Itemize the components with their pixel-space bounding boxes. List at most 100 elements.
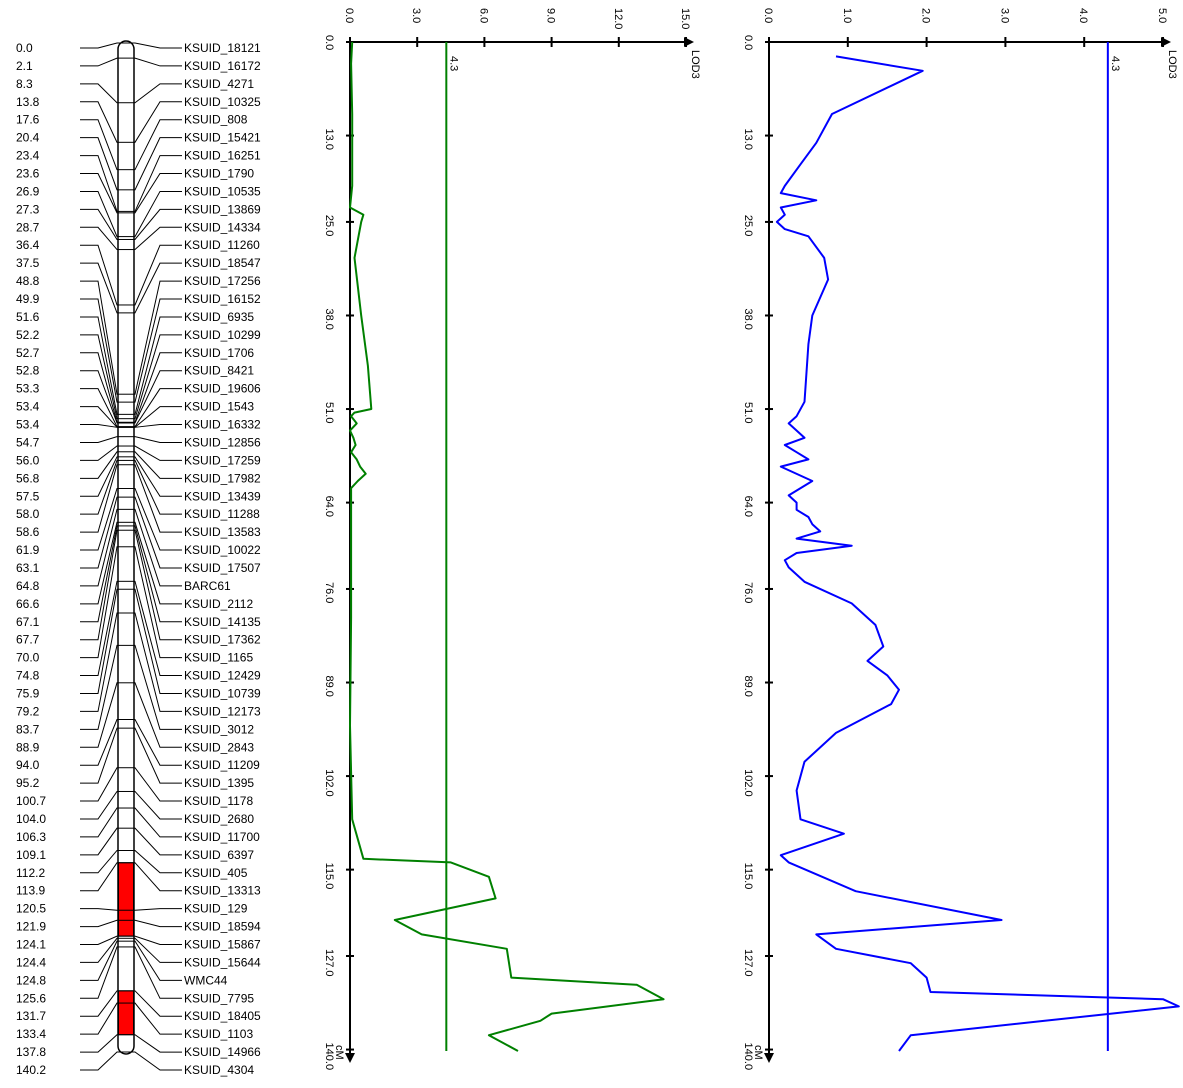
marker-position: 0.0 xyxy=(16,41,33,55)
position-connector xyxy=(80,456,118,497)
marker-connector xyxy=(134,937,182,963)
marker-position: 67.1 xyxy=(16,615,40,629)
cm-tick-label: 25.0 xyxy=(323,215,335,236)
marker-position: 74.8 xyxy=(16,669,40,683)
marker-position: 121.9 xyxy=(16,920,46,934)
marker-connector xyxy=(134,908,182,911)
marker-connector xyxy=(134,525,182,623)
position-connector xyxy=(80,990,118,1017)
position-connector xyxy=(80,464,118,533)
cm-tick-label: 76.0 xyxy=(742,582,754,603)
marker-name: KSUID_6397 xyxy=(184,848,254,862)
marker-name: KSUID_13313 xyxy=(184,884,261,898)
cm-axis-arrow xyxy=(345,1053,355,1063)
position-connector xyxy=(80,1051,118,1071)
lod-tick-label: 15.0 xyxy=(679,8,691,29)
marker-position: 2.1 xyxy=(16,59,33,73)
marker-connector xyxy=(134,208,182,240)
marker-name: KSUID_12173 xyxy=(184,704,261,718)
marker-position: 23.6 xyxy=(16,167,40,181)
lod-profile-line xyxy=(775,55,1180,1052)
cm-tick-label: 115.0 xyxy=(323,863,335,890)
marker-position: 66.6 xyxy=(16,597,40,611)
marker-connector xyxy=(134,445,182,461)
marker-name: KSUID_15421 xyxy=(184,131,261,145)
position-connector xyxy=(80,190,118,238)
marker-name: KSUID_12429 xyxy=(184,669,261,683)
marker-position: 125.6 xyxy=(16,991,46,1005)
cm-axis-title: cM xyxy=(333,1045,345,1060)
marker-connector xyxy=(134,388,182,428)
marker-position: 49.9 xyxy=(16,292,40,306)
marker-name: KSUID_15867 xyxy=(184,938,261,952)
position-connector xyxy=(80,546,118,659)
marker-position: 88.9 xyxy=(16,740,40,754)
marker-name: KSUID_2680 xyxy=(184,812,254,826)
marker-position: 137.8 xyxy=(16,1045,46,1059)
lod-tick-label: 2.0 xyxy=(920,8,932,23)
marker-name: KSUID_16152 xyxy=(184,292,261,306)
cm-tick-label: 127.0 xyxy=(323,949,335,977)
marker-position: 70.0 xyxy=(16,651,40,665)
marker-name: KSUID_17982 xyxy=(184,471,261,485)
position-connector xyxy=(80,525,118,623)
position-connector xyxy=(80,42,118,49)
marker-name: KSUID_17507 xyxy=(184,561,261,575)
marker-name: KSUID_4271 xyxy=(184,77,254,91)
marker-connector xyxy=(134,298,182,403)
marker-name: KSUID_1395 xyxy=(184,776,254,790)
position-connector xyxy=(80,612,118,712)
lod-tick-label: 3.0 xyxy=(998,8,1010,23)
marker-position: 83.7 xyxy=(16,722,40,736)
position-connector xyxy=(80,862,118,892)
lod-tick-label: 0.0 xyxy=(762,8,774,23)
marker-connector xyxy=(134,719,182,766)
marker-name: KSUID_10739 xyxy=(184,686,261,700)
position-connector xyxy=(80,908,118,911)
marker-connector xyxy=(134,101,182,143)
marker-position: 63.1 xyxy=(16,561,40,575)
position-connector xyxy=(80,101,118,143)
marker-position: 13.8 xyxy=(16,95,40,109)
marker-connector xyxy=(134,57,182,67)
marker-name: KSUID_3012 xyxy=(184,722,254,736)
marker-position: 104.0 xyxy=(16,812,46,826)
lod-profile-line xyxy=(349,41,665,1052)
marker-name: KSUID_16251 xyxy=(184,149,261,163)
position-connector xyxy=(80,208,118,240)
lod-axis-title: LOD3 xyxy=(689,50,701,79)
marker-position: 26.9 xyxy=(16,184,40,198)
marker-position: 95.2 xyxy=(16,776,40,790)
marker-connector xyxy=(134,946,182,999)
position-connector xyxy=(80,424,118,428)
position-connector xyxy=(80,827,118,856)
marker-name: KSUID_13869 xyxy=(184,202,261,216)
marker-name: KSUID_13583 xyxy=(184,525,261,539)
position-connector xyxy=(80,370,118,424)
marker-name: KSUID_10022 xyxy=(184,543,261,557)
threshold-label: 4.3 xyxy=(1109,56,1121,71)
cm-tick-label: 0.0 xyxy=(323,35,335,50)
marker-connector xyxy=(134,580,182,677)
marker-connector xyxy=(134,521,182,605)
marker-position: 124.1 xyxy=(16,938,46,952)
marker-connector xyxy=(134,588,182,694)
lod-tick-label: 3.0 xyxy=(410,8,422,23)
marker-position: 112.2 xyxy=(16,866,45,880)
cm-tick-label: 140.0 xyxy=(323,1043,335,1071)
marker-connector xyxy=(134,436,182,443)
marker-connector xyxy=(134,919,182,928)
blue-lod-panel: 0.0 1.0 2.0 3.0 4.0 5.0 LOD3 0.0 13.0 25.0 38.0 51.… xyxy=(742,8,1180,1071)
marker-connector xyxy=(134,682,182,748)
marker-connector xyxy=(134,849,182,874)
marker-connector xyxy=(134,280,182,395)
position-connector xyxy=(80,459,118,515)
marker-connector xyxy=(134,546,182,659)
marker-name: KSUID_2843 xyxy=(184,740,254,754)
cm-tick-label: 140.0 xyxy=(742,1043,754,1071)
marker-name: KSUID_14334 xyxy=(184,220,261,234)
cm-tick-label: 0.0 xyxy=(742,35,754,50)
marker-name: KSUID_14966 xyxy=(184,1045,261,1059)
position-connector xyxy=(80,580,118,677)
marker-connector xyxy=(134,83,182,104)
